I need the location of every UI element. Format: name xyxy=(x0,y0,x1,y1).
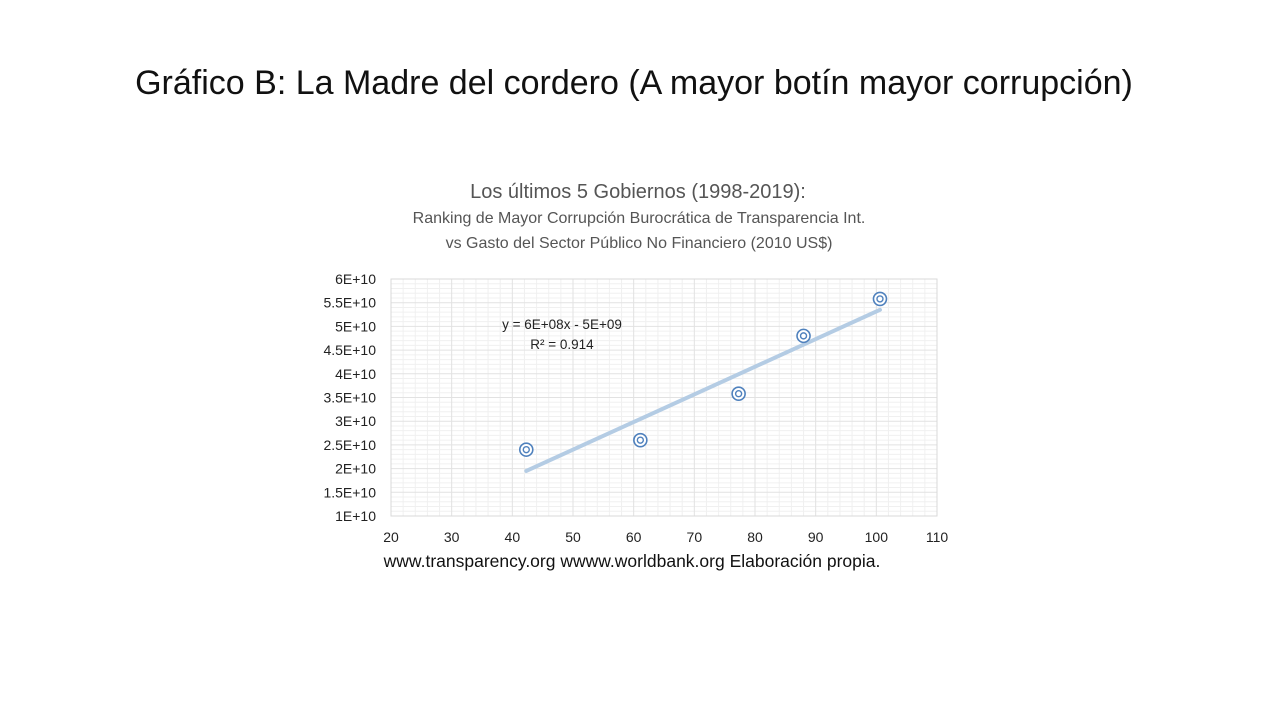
x-tick-label: 70 xyxy=(687,529,703,545)
data-point-inner-ring xyxy=(876,295,884,303)
x-tick-label: 20 xyxy=(383,529,399,545)
data-point-outer-ring xyxy=(731,386,746,402)
y-tick-label: 6E+10 xyxy=(335,271,376,287)
x-tick-label: 90 xyxy=(808,529,824,545)
data-point-inner-ring xyxy=(799,332,808,340)
chart-subtitle-line-2: vs Gasto del Sector Público No Financier… xyxy=(446,235,833,252)
data-point xyxy=(872,291,888,307)
trendline-equation: y = 6E+08x - 5E+09 xyxy=(502,317,622,332)
chart-subtitle-line-1: Ranking de Mayor Corrupción Burocrática … xyxy=(413,210,866,227)
y-tick-label: 2.5E+10 xyxy=(323,437,376,453)
y-tick-label: 5E+10 xyxy=(335,318,376,334)
data-point-inner-ring xyxy=(734,390,743,398)
x-tick-label: 100 xyxy=(865,529,889,545)
y-tick-label: 3.5E+10 xyxy=(323,390,376,406)
data-point xyxy=(796,328,811,344)
data-point-inner-ring xyxy=(636,436,645,444)
data-point-outer-ring xyxy=(518,442,534,457)
x-tick-label: 80 xyxy=(747,529,763,545)
data-point-inner-ring xyxy=(522,445,530,454)
y-tick-label: 1E+10 xyxy=(335,508,376,524)
y-axis-tick-labels: 1E+10 1.5E+10 2E+10 2.5E+10 3E+10 3.5E+10 4E+1… xyxy=(323,271,376,524)
source-note: www.transparency.org wwww.worldbank.org … xyxy=(383,551,881,571)
data-point-outer-ring xyxy=(796,328,811,344)
data-points xyxy=(518,291,888,457)
x-tick-label: 60 xyxy=(626,529,642,545)
trendline-r-squared: R² = 0.914 xyxy=(530,337,594,352)
x-tick-label: 40 xyxy=(505,529,521,545)
y-tick-label: 5.5E+10 xyxy=(323,295,376,311)
y-tick-label: 4E+10 xyxy=(335,366,376,382)
data-point xyxy=(518,442,534,457)
x-tick-label: 110 xyxy=(926,529,949,545)
y-tick-label: 4.5E+10 xyxy=(323,342,376,358)
data-point xyxy=(633,432,648,448)
linear-trendline xyxy=(524,307,882,473)
x-tick-label: 50 xyxy=(565,529,581,545)
data-point-outer-ring xyxy=(633,432,648,448)
y-tick-label: 3E+10 xyxy=(335,413,376,429)
data-point-outer-ring xyxy=(872,291,888,307)
slide-title: Gráfico B: La Madre del cordero (A mayor… xyxy=(135,64,1133,102)
y-tick-label: 1.5E+10 xyxy=(323,484,376,500)
x-tick-label: 30 xyxy=(444,529,460,545)
data-point xyxy=(731,386,746,402)
x-axis-tick-labels: 20 30 40 50 60 70 80 90 100 110 xyxy=(383,529,948,545)
major-gridlines xyxy=(390,278,938,517)
plot-area-frame xyxy=(390,278,938,517)
y-tick-label: 2E+10 xyxy=(335,461,376,477)
chart-title: Los últimos 5 Gobiernos (1998-2019): xyxy=(470,181,806,203)
